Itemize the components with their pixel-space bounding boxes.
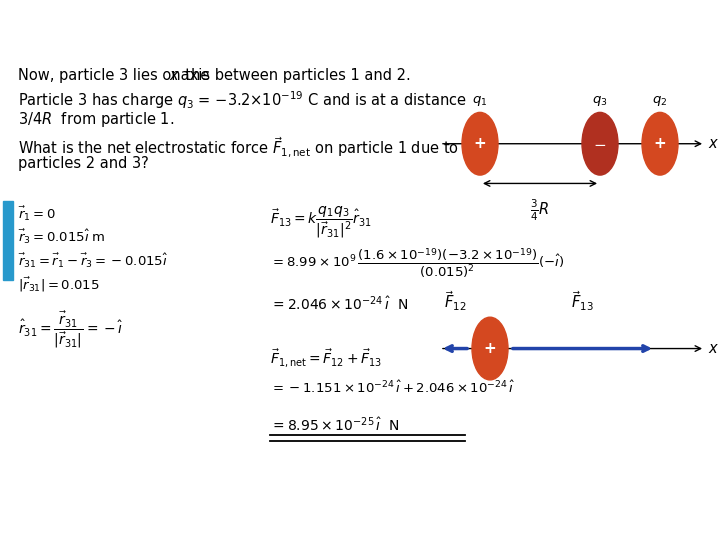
Text: x: x (169, 69, 178, 84)
Text: $q_1$: $q_1$ (472, 94, 487, 108)
Text: particles 2 and 3?: particles 2 and 3? (18, 156, 149, 171)
Ellipse shape (642, 112, 678, 175)
Text: $q_2$: $q_2$ (652, 94, 667, 108)
Text: Particle 3 has charge $q_3$ = $-$3.2$\times$10$^{-19}$ C and is at a distance: Particle 3 has charge $q_3$ = $-$3.2$\ti… (18, 90, 467, 111)
Ellipse shape (582, 112, 618, 175)
Text: $\vec{r}_1 = 0$: $\vec{r}_1 = 0$ (18, 204, 55, 223)
Text: Now, particle 3 lies on the: Now, particle 3 lies on the (18, 69, 214, 84)
Bar (3, 201, 13, 280)
Text: University Physics: Wave and Electricity: University Physics: Wave and Electricity (227, 514, 493, 527)
Text: $\frac{3}{4}R$: $\frac{3}{4}R$ (531, 198, 549, 224)
Text: $= 8.99\times10^9\,\dfrac{(1.6\times10^{-19})(-3.2\times10^{-19})}{(0.015)^2}(-\: $= 8.99\times10^9\,\dfrac{(1.6\times10^{… (270, 246, 564, 280)
Text: +: + (474, 136, 487, 151)
Text: $= -1.151\times10^{-24}\,\hat{\imath} + 2.046\times10^{-24}\,\hat{\imath}$: $= -1.151\times10^{-24}\,\hat{\imath} + … (270, 380, 515, 396)
Ellipse shape (462, 112, 498, 175)
Text: $\vec{F}_{13}$: $\vec{F}_{13}$ (571, 289, 594, 313)
Text: $\vec{F}_{1,\mathrm{net}} = \vec{F}_{12} + \vec{F}_{13}$: $\vec{F}_{1,\mathrm{net}} = \vec{F}_{12}… (270, 348, 382, 369)
Text: +: + (654, 136, 667, 151)
Text: 3/4$R$  from particle 1.: 3/4$R$ from particle 1. (18, 110, 174, 129)
Text: $\vec{r}_3 = 0.015\hat{\imath}$ m: $\vec{r}_3 = 0.015\hat{\imath}$ m (18, 227, 106, 246)
Text: $x$: $x$ (708, 341, 719, 356)
Text: 6/12: 6/12 (672, 514, 702, 527)
Text: $\hat{r}_{31} = \dfrac{\vec{r}_{31}}{|\vec{r}_{31}|} = -\hat{\imath}$: $\hat{r}_{31} = \dfrac{\vec{r}_{31}}{|\v… (18, 309, 124, 350)
Text: $|\vec{r}_{31}| = 0.015$: $|\vec{r}_{31}| = 0.015$ (18, 275, 100, 294)
Text: +: + (484, 341, 496, 356)
Text: $\vec{F}_{12}$: $\vec{F}_{12}$ (444, 289, 467, 313)
Text: $\vec{F}_{13} = k\dfrac{q_1 q_3}{|\vec{r}_{31}|^2}\hat{r}_{31}$: $\vec{F}_{13} = k\dfrac{q_1 q_3}{|\vec{r… (270, 204, 372, 240)
Ellipse shape (472, 317, 508, 380)
Text: $x$: $x$ (708, 136, 719, 151)
Text: $= 8.95\times10^{-25}\,\hat{\imath}\ $ N: $= 8.95\times10^{-25}\,\hat{\imath}\ $ N (270, 415, 400, 434)
Text: Erwin Sitompul: Erwin Sitompul (11, 514, 111, 527)
Text: axis between particles 1 and 2.: axis between particles 1 and 2. (176, 69, 410, 84)
Text: What is the net electrostatic force $\vec{F}_{1,\mathrm{net}}$ on particle 1 due: What is the net electrostatic force $\ve… (18, 136, 459, 159)
Text: $= 2.046\times10^{-24}\,\hat{\imath}\ $ N: $= 2.046\times10^{-24}\,\hat{\imath}\ $ … (270, 294, 408, 312)
Text: $-$: $-$ (593, 136, 606, 151)
Text: $\vec{r}_{31} = \vec{r}_1 - \vec{r}_3 = -0.015\hat{\imath}$: $\vec{r}_{31} = \vec{r}_1 - \vec{r}_3 = … (18, 251, 168, 270)
Text: Example 2: Coulomb’s Law: Example 2: Coulomb’s Law (171, 13, 549, 37)
Text: $q_3$: $q_3$ (593, 94, 608, 108)
